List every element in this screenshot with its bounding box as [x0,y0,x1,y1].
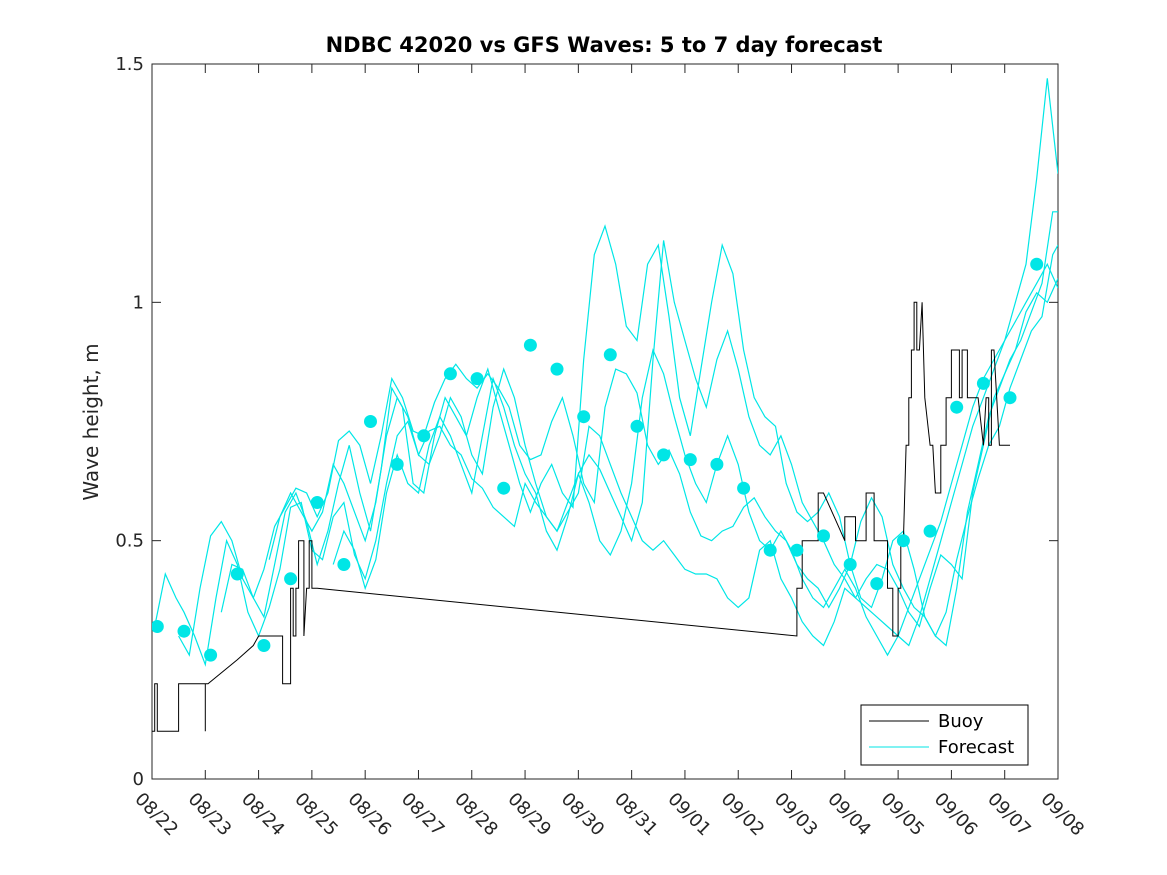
forecast-point [870,577,884,591]
forecast-point [470,372,484,386]
forecast-point [603,348,617,362]
forecast-point [443,367,457,381]
forecast-point [630,419,644,433]
forecast-point [763,543,777,557]
forecast-point [1030,257,1044,271]
y-tick-label: 1 [133,292,144,313]
forecast-point [817,529,830,543]
forecast-line [332,262,1058,657]
legend-label-buoy: Buoy [938,711,984,732]
y-tick-label: 0.5 [115,531,144,552]
forecast-point [284,572,298,586]
forecast-point [152,620,164,633]
forecast-point [843,558,857,571]
legend-box [860,704,1029,766]
forecast-point [337,558,351,571]
plot-area [151,63,1059,780]
forecast-point [1003,391,1017,405]
forecast-point [710,457,724,471]
forecast-line [268,78,1058,647]
forecast-point [390,457,404,471]
forecast-point [497,481,511,495]
forecast-point [204,648,218,662]
forecast-point [310,496,324,509]
forecast-point [257,639,271,652]
chart-title: NDBC 42020 vs GFS Waves: 5 to 7 day fore… [326,33,883,57]
forecast-point [657,448,671,462]
forecast-point [230,567,244,581]
forecast-point [976,376,990,390]
plot-frame [151,63,1059,780]
forecast-point [683,453,697,467]
forecast-point [550,362,564,376]
forecast-point [923,524,937,538]
y-axis-label: Wave height, m [79,343,103,500]
legend-label-forecast: Forecast [938,737,1014,758]
forecast-point [577,410,591,424]
forecast-point [177,624,191,638]
forecast-point [523,338,537,352]
forecast-line [220,211,1058,647]
buoy-line [152,301,1010,732]
forecast-point [364,415,377,428]
data-layer [152,78,1058,732]
y-tick-label: 1.5 [115,54,144,75]
forecast-point [896,534,910,548]
legend: Buoy Forecast [860,704,1029,766]
y-tick-label: 0 [133,769,144,790]
forecast-point [790,543,804,557]
forecast-point [950,400,964,414]
series-group [152,78,1058,732]
forecast-point [417,429,431,443]
forecast-point [737,481,751,495]
